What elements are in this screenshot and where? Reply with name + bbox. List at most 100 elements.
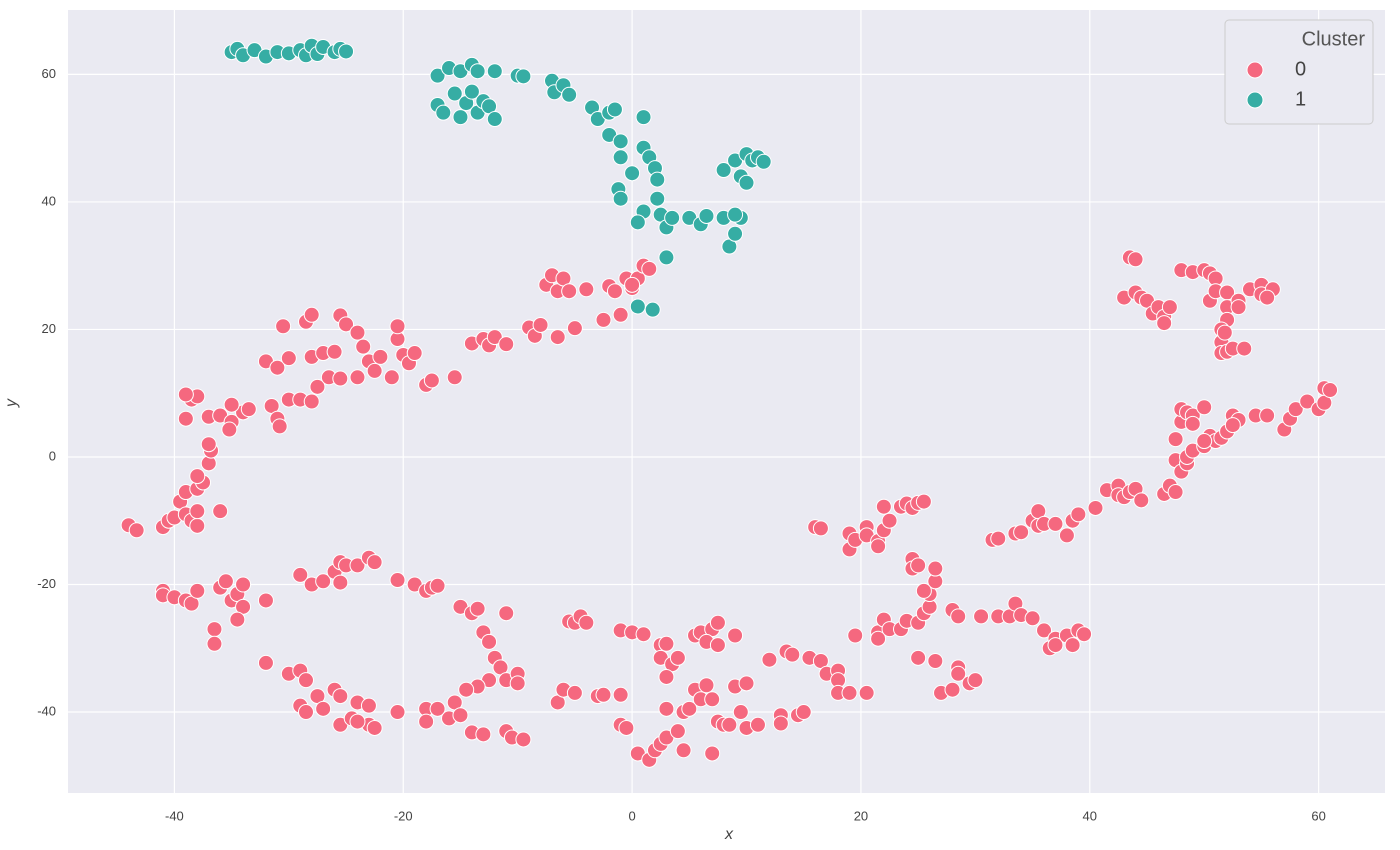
point — [669, 649, 686, 666]
point — [458, 681, 475, 698]
point — [950, 608, 967, 625]
legend-label: 1 — [1295, 88, 1306, 110]
point — [629, 298, 646, 315]
point — [1161, 299, 1178, 316]
point — [561, 283, 578, 300]
point — [469, 63, 486, 80]
point — [658, 668, 675, 685]
point — [486, 329, 503, 346]
point — [469, 600, 486, 617]
point — [738, 675, 755, 692]
y-tick-label: 40 — [42, 193, 56, 208]
point — [212, 503, 229, 520]
point — [612, 306, 629, 323]
point — [1167, 484, 1184, 501]
point — [332, 688, 349, 705]
point — [1036, 622, 1053, 639]
point — [452, 707, 469, 724]
point — [177, 410, 194, 427]
point — [303, 306, 320, 323]
point — [618, 719, 635, 736]
point — [549, 329, 566, 346]
point — [561, 86, 578, 103]
point — [1076, 626, 1093, 643]
point — [1196, 433, 1213, 450]
point — [578, 281, 595, 298]
point — [629, 214, 646, 231]
point — [910, 649, 927, 666]
point — [1064, 637, 1081, 654]
point — [612, 149, 629, 166]
point — [383, 369, 400, 386]
point — [257, 654, 274, 671]
point — [498, 605, 515, 622]
point — [349, 369, 366, 386]
point — [389, 572, 406, 589]
point — [269, 359, 286, 376]
point — [429, 700, 446, 717]
point — [338, 316, 355, 333]
point — [297, 672, 314, 689]
point — [235, 576, 252, 593]
point — [635, 626, 652, 643]
y-axis-label: y — [3, 398, 20, 408]
point — [658, 700, 675, 717]
point — [315, 573, 332, 590]
point — [366, 719, 383, 736]
point — [1167, 431, 1184, 448]
point — [990, 530, 1007, 547]
point — [578, 614, 595, 631]
point — [635, 109, 652, 126]
point — [275, 318, 292, 335]
point — [271, 418, 288, 435]
point — [606, 101, 623, 118]
point — [944, 681, 961, 698]
point — [446, 369, 463, 386]
point — [1287, 401, 1304, 418]
point — [366, 362, 383, 379]
point — [355, 338, 372, 355]
point — [189, 503, 206, 520]
point — [1058, 527, 1075, 544]
point — [206, 635, 223, 652]
point — [738, 174, 755, 191]
point — [1087, 499, 1104, 516]
point — [641, 260, 658, 277]
point — [715, 162, 732, 179]
point — [915, 582, 932, 599]
point — [475, 726, 492, 743]
y-tick-label: 0 — [49, 448, 56, 463]
point — [727, 225, 744, 242]
point — [841, 684, 858, 701]
x-tick-label: -40 — [165, 808, 184, 823]
point — [566, 320, 583, 337]
point — [784, 646, 801, 663]
point — [1230, 299, 1247, 316]
point — [309, 378, 326, 395]
point — [1259, 289, 1276, 306]
point — [727, 206, 744, 223]
point — [1259, 407, 1276, 424]
point — [257, 592, 274, 609]
legend-label: 0 — [1295, 58, 1306, 80]
point — [732, 704, 749, 721]
point — [755, 153, 772, 170]
point — [223, 396, 240, 413]
x-tick-label: 60 — [1311, 808, 1325, 823]
point — [486, 63, 503, 80]
point — [950, 665, 967, 682]
point — [1133, 492, 1150, 509]
point — [189, 582, 206, 599]
point — [452, 109, 469, 126]
point — [366, 554, 383, 571]
point — [1013, 524, 1030, 541]
point — [1070, 506, 1087, 523]
point — [875, 498, 892, 515]
point — [1322, 382, 1339, 399]
point — [326, 343, 343, 360]
point — [221, 421, 238, 438]
point — [515, 731, 532, 748]
point — [1299, 393, 1316, 410]
point — [1156, 315, 1173, 332]
point — [649, 190, 666, 207]
